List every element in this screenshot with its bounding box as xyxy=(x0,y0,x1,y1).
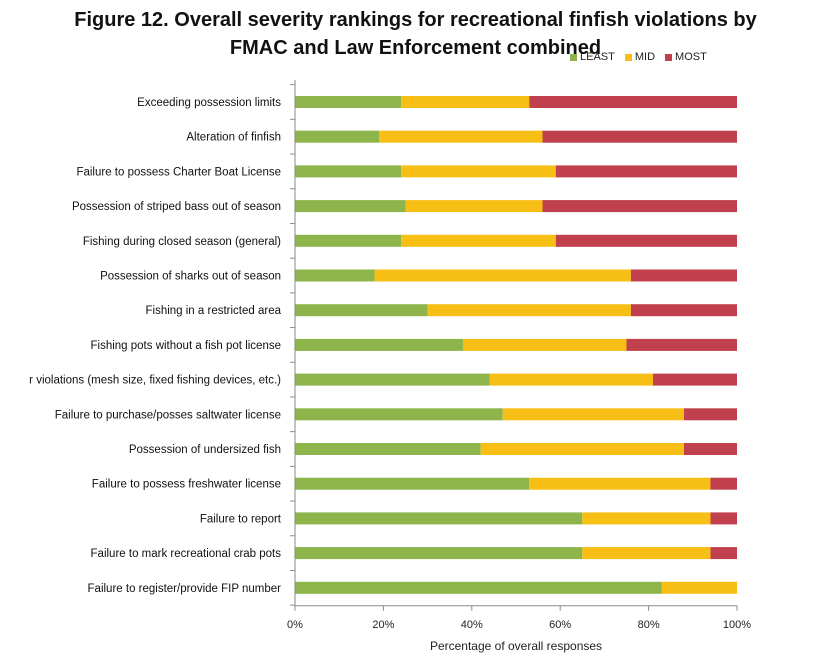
x-tick-label-1: 20% xyxy=(372,619,394,631)
category-label-11: Failure to possess freshwater license xyxy=(92,479,281,491)
legend-swatch-least xyxy=(570,53,577,61)
bar-segment-mid-3 xyxy=(405,200,543,213)
legend-swatch-mid xyxy=(624,53,632,61)
bar-segment-most-1 xyxy=(542,130,737,143)
bar-segment-least-7 xyxy=(295,338,463,351)
bar-segment-most-4 xyxy=(555,234,737,247)
category-label-5: Possession of sharks out of season xyxy=(100,271,281,283)
legend-swatch-most xyxy=(665,53,673,61)
category-label-2: Failure to possess Charter Boat License xyxy=(76,166,281,178)
bar-segment-mid-9 xyxy=(502,408,684,421)
bar-segment-least-11 xyxy=(295,477,530,490)
category-label-9: Failure to purchase/posses saltwater lic… xyxy=(55,409,281,421)
legend-item-most: MOST xyxy=(665,51,707,63)
x-tick-label-5: 100% xyxy=(723,619,751,631)
bar-segment-least-5 xyxy=(295,269,375,282)
legend-label-mid: MID xyxy=(634,51,656,63)
category-label-0: Exceeding possession limits xyxy=(137,97,281,109)
category-label-3: Possession of striped bass out of season xyxy=(72,201,281,213)
bar-segment-least-3 xyxy=(295,200,406,213)
bar-segment-least-9 xyxy=(295,408,503,421)
bar-segment-most-5 xyxy=(630,269,737,282)
chart-title-line-2: FMAC and Law Enforcement combined xyxy=(229,37,602,59)
category-label-6: Fishing in a restricted area xyxy=(145,305,281,317)
chart-legend: LEAST MID MOST xyxy=(570,51,707,63)
bar-segment-most-10 xyxy=(683,443,737,455)
bar-segment-least-2 xyxy=(295,165,402,178)
bar-segment-mid-8 xyxy=(489,373,654,386)
bar-segment-most-11 xyxy=(710,477,737,490)
axes-group: 0% 20% 40% 60% 80% 100% xyxy=(287,80,751,631)
chart-title-line-1: Figure 12. Overall severity rankings for… xyxy=(74,9,757,31)
x-axis-title: Percentage of overall responses xyxy=(430,639,602,653)
bar-segment-least-0 xyxy=(295,96,402,108)
x-tick-label-4: 80% xyxy=(638,619,660,631)
bar-segment-most-8 xyxy=(653,373,737,386)
bar-segment-most-3 xyxy=(542,200,737,213)
bar-segment-mid-11 xyxy=(529,477,711,490)
x-tick-label-2: 40% xyxy=(461,619,483,631)
bar-segment-least-12 xyxy=(295,512,583,525)
bar-segment-least-8 xyxy=(295,373,490,386)
chart-title: Figure 12. Overall severity rankings for… xyxy=(0,6,831,62)
bar-segment-least-14 xyxy=(295,581,662,594)
legend-item-least: LEAST xyxy=(570,51,615,63)
legend-label-least: LEAST xyxy=(580,51,615,63)
bar-segment-mid-10 xyxy=(480,443,684,455)
bar-segment-mid-2 xyxy=(401,165,556,178)
bars-group xyxy=(295,96,737,594)
category-label-13: Failure to mark recreational crab pots xyxy=(91,548,282,560)
category-label-7: Fishing pots without a fish pot license xyxy=(91,340,282,352)
category-label-10: Possession of undersized fish xyxy=(129,444,281,456)
bar-segment-mid-0 xyxy=(401,96,530,108)
bar-segment-least-6 xyxy=(295,304,428,317)
category-label-4: Fishing during closed season (general) xyxy=(83,236,281,248)
bar-segment-most-2 xyxy=(555,165,737,178)
category-label-8: r violations (mesh size, fixed fishing d… xyxy=(29,375,281,387)
bar-segment-mid-12 xyxy=(582,512,711,525)
bar-segment-mid-4 xyxy=(401,234,556,247)
bar-segment-mid-14 xyxy=(661,581,737,594)
legend-label-most: MOST xyxy=(675,51,707,63)
legend-item-mid: MID xyxy=(624,51,656,63)
category-label-1: Alteration of finfish xyxy=(186,132,281,144)
x-tick-label-3: 60% xyxy=(549,619,571,631)
bar-segment-mid-5 xyxy=(374,269,631,282)
bar-segment-most-9 xyxy=(683,408,737,421)
bar-segment-most-7 xyxy=(626,338,737,351)
bar-segment-most-0 xyxy=(529,96,737,108)
bar-segment-least-13 xyxy=(295,547,583,560)
category-labels: Exceeding possession limits Alteration of… xyxy=(29,97,282,595)
bar-segment-mid-6 xyxy=(427,304,631,317)
bar-segment-most-13 xyxy=(710,547,737,560)
category-label-12: Failure to report xyxy=(200,513,282,525)
category-label-14: Failure to register/provide FIP number xyxy=(88,583,282,595)
bar-segment-mid-1 xyxy=(378,130,543,143)
bar-segment-mid-7 xyxy=(462,338,627,351)
x-tick-label-0: 0% xyxy=(287,619,303,631)
bar-segment-mid-13 xyxy=(582,547,711,560)
bar-segment-least-1 xyxy=(295,130,379,143)
bar-segment-most-12 xyxy=(710,512,737,525)
bar-segment-least-10 xyxy=(295,443,481,455)
bar-segment-least-4 xyxy=(295,234,402,247)
bar-segment-most-6 xyxy=(630,304,737,317)
